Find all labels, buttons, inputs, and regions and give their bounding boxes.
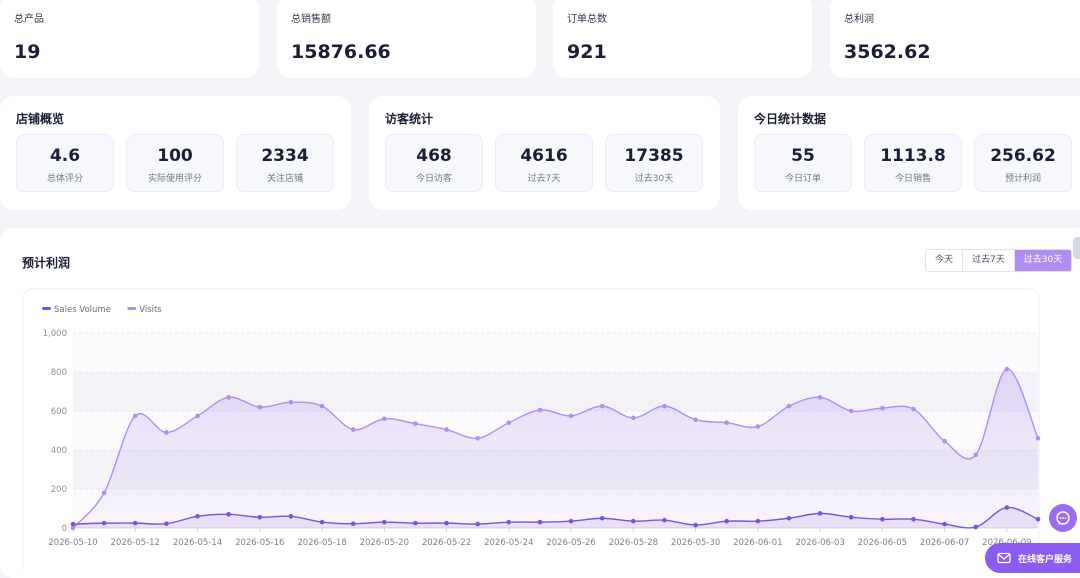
metric-today-sales: 1113.8 今日销售: [864, 134, 962, 192]
panel-today-stats: 今日统计数据 55 今日订单 1113.8 今日销售 256.62 预计利润: [738, 96, 1080, 210]
metric-value: 4616: [520, 146, 568, 166]
stat-value: 3562.62: [844, 41, 931, 63]
online-service-label: 在线客户服务: [1018, 554, 1073, 565]
stat-card-sales: 总销售额 15876.66: [277, 0, 536, 78]
metric-value: 4.6: [49, 146, 81, 166]
online-service-button[interactable]: 在线客户服务: [985, 543, 1080, 573]
stat-label: 总产品: [14, 14, 44, 25]
stat-value: 921: [567, 41, 607, 63]
stat-value: 19: [14, 41, 41, 63]
side-panel-handle[interactable]: [1073, 237, 1080, 259]
panel-title: 今日统计数据: [754, 112, 827, 126]
metric-today-orders: 55 今日订单: [754, 134, 852, 192]
stat-card-profit: 总利润 3562.62: [830, 0, 1080, 78]
metric-label: 实际使用评分: [147, 174, 202, 184]
metric-followers: 2334 关注店铺: [236, 134, 334, 192]
panel-title: 访客统计: [385, 112, 434, 126]
range-7-days-button[interactable]: 过去7天: [963, 250, 1015, 271]
metric-actual-rating: 100 实际使用评分: [126, 134, 224, 192]
metric-label: 过去7天: [527, 174, 561, 184]
metric-value: 256.62: [990, 146, 1056, 166]
metric-label: 关注店铺: [266, 174, 303, 184]
chart-card: 预计利润 今天 过去7天 过去30天: [0, 228, 1080, 578]
metric-label: 今日访客: [415, 174, 452, 184]
metric-label: 今日销售: [894, 174, 931, 184]
metric-30-days: 17385 过去30天: [605, 134, 703, 192]
metric-estimated-profit: 256.62 预计利润: [974, 134, 1072, 192]
chat-button[interactable]: [1049, 504, 1077, 532]
panel-store-overview: 店铺概览 4.6 总体评分 100 实际使用评分 2334 关注店铺: [0, 96, 351, 210]
stat-value: 15876.66: [291, 41, 391, 63]
metric-value: 468: [416, 146, 452, 166]
range-today-button[interactable]: 今天: [926, 250, 964, 271]
metric-7-days: 4616 过去7天: [495, 134, 593, 192]
metric-today-visitors: 468 今日访客: [385, 134, 483, 192]
panel-visitor-stats: 访客统计 468 今日访客 4616 过去7天 17385 过去30天: [369, 96, 720, 210]
range-30-days-button[interactable]: 过去30天: [1014, 250, 1072, 271]
metric-label: 预计利润: [1004, 174, 1041, 184]
panel-title: 店铺概览: [16, 112, 65, 126]
chat-bubble-icon: [1056, 511, 1070, 525]
metric-value: 55: [791, 146, 815, 166]
stat-card-orders: 订单总数 921: [553, 0, 812, 78]
metric-label: 今日订单: [784, 174, 821, 184]
metric-value: 1113.8: [880, 146, 946, 166]
stat-label: 总销售额: [291, 14, 331, 25]
metric-value: 17385: [624, 146, 684, 166]
metric-label: 总体评分: [46, 174, 83, 184]
metric-label: 过去30天: [634, 174, 674, 184]
stat-card-products: 总产品 19: [0, 0, 259, 78]
stat-label: 订单总数: [567, 14, 607, 25]
stat-label: 总利润: [844, 14, 874, 25]
metric-value: 100: [157, 146, 193, 166]
metric-value: 2334: [261, 146, 309, 166]
range-selector: 今天 过去7天 过去30天: [925, 249, 1073, 272]
chart-title: 预计利润: [22, 256, 71, 270]
metric-rating: 4.6 总体评分: [16, 134, 114, 192]
mail-icon: [997, 552, 1011, 564]
